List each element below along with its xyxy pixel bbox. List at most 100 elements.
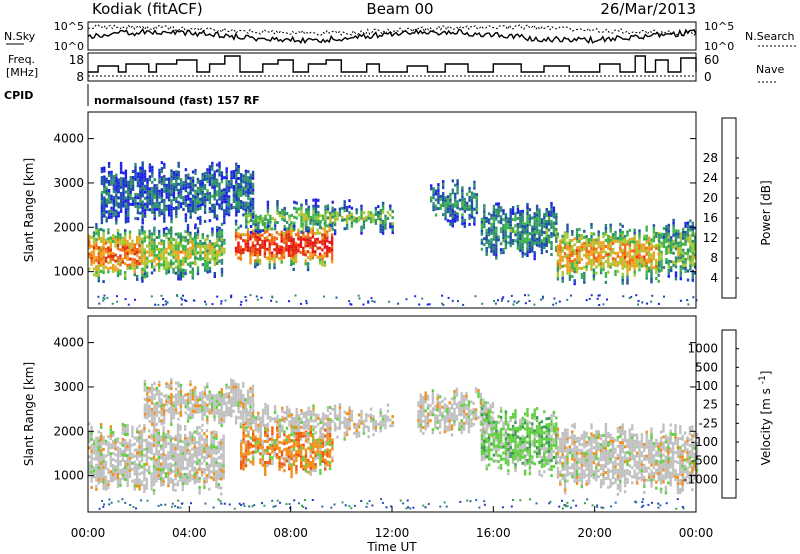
echo-cell <box>252 462 255 466</box>
echo-cell <box>95 448 98 452</box>
echo-cell <box>324 205 327 209</box>
echo-cell <box>177 161 180 165</box>
echo-cell <box>189 206 192 210</box>
echo-cell <box>210 449 213 453</box>
echo-cell <box>621 263 624 267</box>
echo-cell <box>312 450 315 454</box>
echo-cell <box>176 438 180 442</box>
echo-cell <box>126 445 129 448</box>
echo-cell <box>300 206 303 210</box>
echo-cell <box>295 468 298 472</box>
echo-cell <box>121 449 124 453</box>
echo-cell <box>116 476 120 480</box>
echo-cell <box>148 471 151 475</box>
echo-cell <box>116 455 120 459</box>
echo-cell <box>116 256 120 260</box>
echo-cell <box>573 252 576 256</box>
echo-cell <box>237 241 240 245</box>
echo-cell <box>218 232 221 236</box>
echo-cell <box>182 294 184 297</box>
echo-cell <box>309 236 312 240</box>
echo-cell <box>281 415 284 419</box>
echo-cell <box>188 452 192 456</box>
echo-cell <box>314 419 318 423</box>
echo-cell <box>280 233 283 237</box>
echo-cell <box>273 445 276 449</box>
echo-cell <box>609 223 612 227</box>
echo-cell <box>263 246 267 249</box>
echo-cell <box>583 271 586 275</box>
echo-cell <box>162 456 165 460</box>
echo-cell <box>196 447 199 451</box>
echo-cell <box>128 236 132 240</box>
echo-cell <box>466 192 469 196</box>
echo-cell <box>273 266 276 270</box>
echo-cell <box>456 182 459 186</box>
echo-cell <box>95 268 98 272</box>
echo-cell <box>571 275 574 278</box>
echo-cell <box>122 201 125 205</box>
echo-cell <box>689 267 692 271</box>
echo-cell <box>172 445 175 449</box>
echo-cell <box>102 280 105 284</box>
echo-cell <box>179 244 182 248</box>
echo-cell <box>333 425 337 429</box>
echo-cell <box>203 207 207 211</box>
echo-cell <box>107 192 111 195</box>
echo-cell <box>316 450 320 454</box>
echo-cell <box>660 241 663 245</box>
echo-cell <box>174 465 177 468</box>
echo-cell <box>90 431 93 435</box>
echo-cell <box>215 464 218 467</box>
echo-cell <box>208 245 212 249</box>
echo-cell <box>138 262 141 266</box>
echo-cell <box>321 233 324 237</box>
echo-cell <box>377 214 380 218</box>
echo-cell <box>621 257 624 261</box>
echo-cell <box>388 300 391 303</box>
echo-cell <box>287 226 291 230</box>
echo-cell <box>461 201 464 205</box>
echo-cell <box>143 184 147 188</box>
echo-cell <box>230 170 233 174</box>
echo-cell <box>175 188 178 192</box>
echo-cell <box>647 257 651 261</box>
echo-cell <box>112 255 115 258</box>
echo-cell <box>516 301 518 304</box>
echo-cell <box>127 189 130 193</box>
echo-cell <box>456 188 459 192</box>
echo-cell <box>686 248 690 252</box>
echo-cell <box>107 255 110 259</box>
echo-cell <box>88 467 91 471</box>
echo-cell <box>126 255 129 258</box>
echo-cell <box>483 222 486 226</box>
echo-cell <box>454 219 457 223</box>
echo-cell <box>266 238 269 242</box>
echo-cell <box>218 182 221 186</box>
echo-cell <box>312 413 315 417</box>
echo-cell <box>217 444 220 448</box>
echo-cell <box>92 448 96 452</box>
echo-cell <box>295 444 298 448</box>
echo-cell <box>638 265 641 269</box>
echo-cell <box>136 454 139 458</box>
echo-cell <box>256 236 259 240</box>
echo-cell <box>200 449 204 453</box>
echo-cell <box>167 198 171 202</box>
echo-cell <box>193 448 196 452</box>
echo-cell <box>200 470 204 474</box>
echo-cell <box>674 229 678 233</box>
echo-cell <box>538 214 541 218</box>
echo-cell <box>189 197 192 201</box>
echo-cell <box>348 421 351 425</box>
echo-cell <box>446 204 450 208</box>
echo-cell <box>566 247 569 251</box>
echo-cell <box>633 237 636 241</box>
echo-cell <box>112 464 115 467</box>
echo-cell <box>131 425 134 429</box>
echo-cell <box>107 435 110 439</box>
echo-cell <box>181 458 184 462</box>
echo-cell <box>182 262 185 266</box>
echo-cell <box>662 239 666 242</box>
